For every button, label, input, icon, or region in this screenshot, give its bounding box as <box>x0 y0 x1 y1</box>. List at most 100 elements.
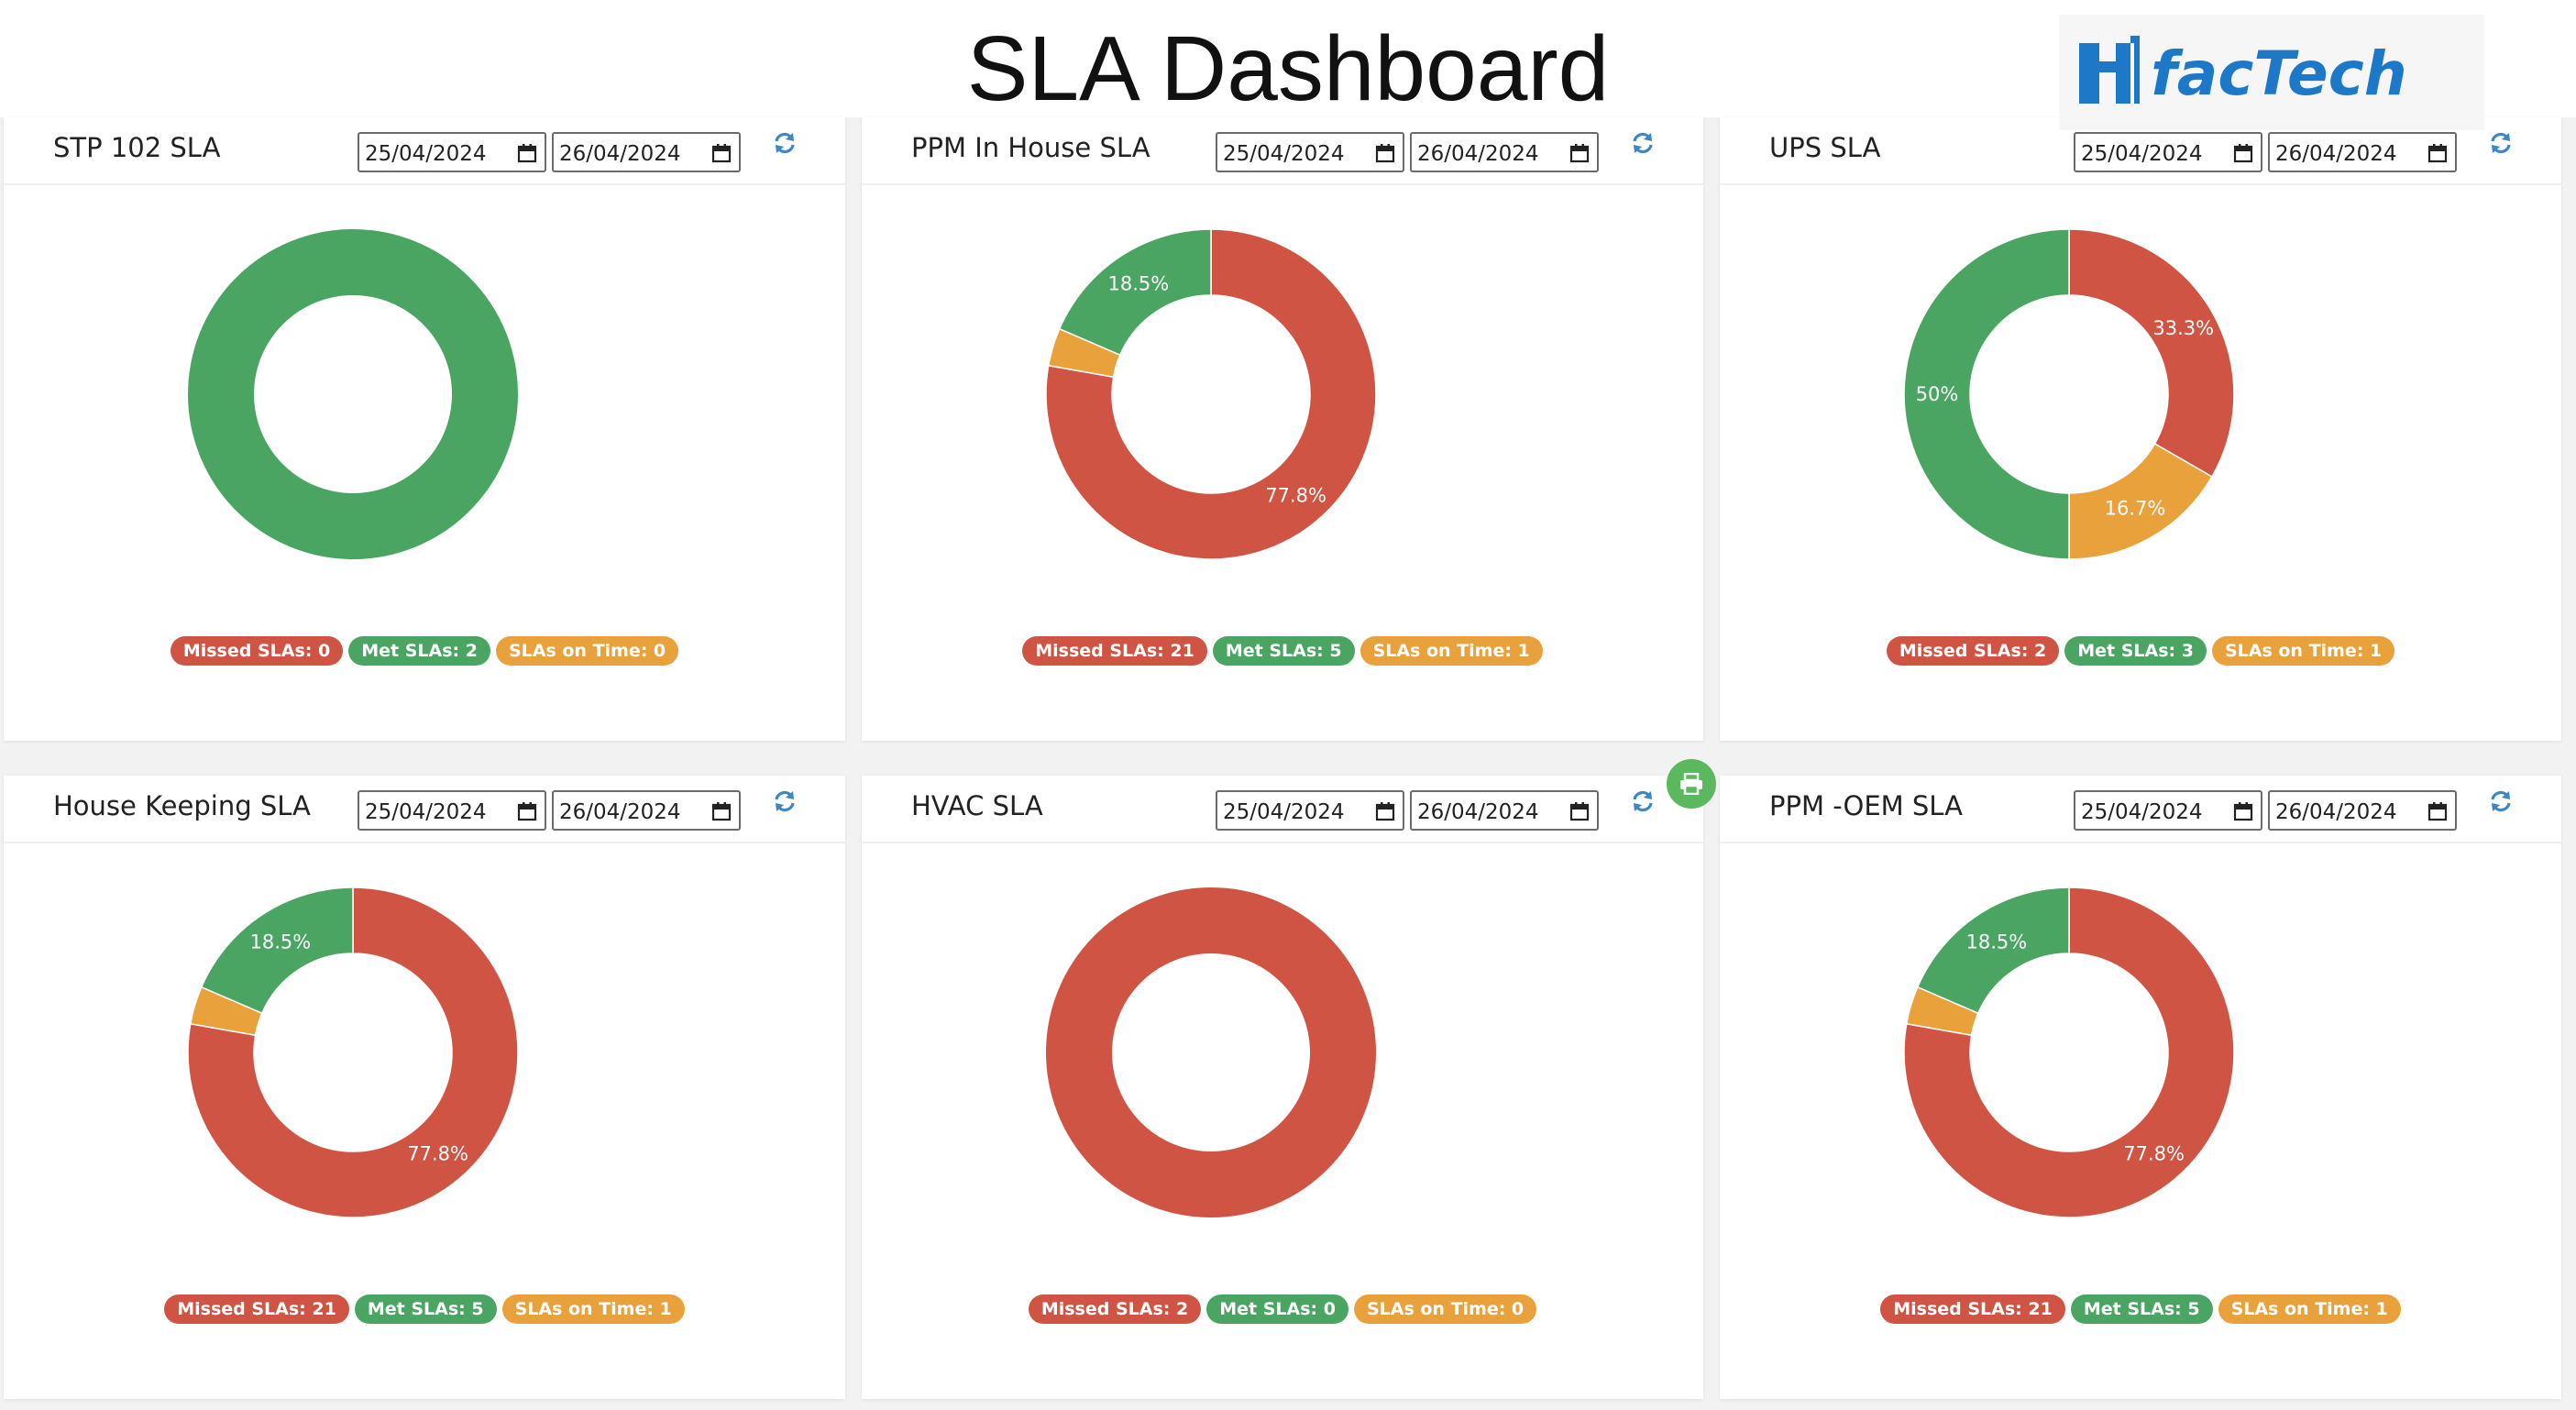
date-from-value: 25/04/2024 <box>365 142 487 166</box>
calendar-icon[interactable] <box>517 143 537 168</box>
chart-legend: Missed SLAs: 21 Met SLAs: 5 SLAs on Time: … <box>1720 1294 2561 1324</box>
date-from-value: 25/04/2024 <box>2081 142 2203 166</box>
donut-svg: 77.8% 18.5% <box>1045 228 1377 560</box>
missed-slas-badge: Missed SLAs: 2 <box>1886 636 2060 666</box>
refresh-icon[interactable] <box>2488 788 2515 816</box>
sla-panel: HVAC SLA 25/04/2024 26/04/2024 Missed SLAs:… <box>862 776 1703 1399</box>
missed-slas-badge: Missed SLAs: 2 <box>1028 1294 1202 1324</box>
missed-slice[interactable] <box>1046 887 1376 1217</box>
refresh-icon[interactable] <box>1630 788 1657 816</box>
met-slice[interactable] <box>1916 887 2070 1015</box>
date-to-value: 26/04/2024 <box>1417 142 1539 166</box>
met-slas-badge: Met SLAs: 5 <box>1212 636 1355 666</box>
date-to-value: 26/04/2024 <box>559 142 681 166</box>
panel-header: UPS SLA 25/04/2024 26/04/2024 <box>1720 117 2561 185</box>
slice-percent-label: 18.5% <box>250 931 312 953</box>
date-from-input[interactable]: 25/04/2024 <box>2074 132 2262 172</box>
donut-svg: 77.8% 18.5% <box>187 887 519 1218</box>
slice-percent-label: 33.3% <box>2152 317 2214 339</box>
donut-chart <box>186 227 520 566</box>
slice-percent-label: 50% <box>1916 383 1959 405</box>
donut-chart: 33.3% 16.7% 50% <box>1902 227 2236 566</box>
donut-chart: 77.8% 18.5% <box>186 886 520 1224</box>
missed-slice[interactable] <box>1903 887 2235 1218</box>
slas-on-time-badge: SLAs on Time: 1 <box>1360 636 1543 666</box>
donut-svg <box>1046 887 1376 1217</box>
date-to-input[interactable]: 26/04/2024 <box>552 790 741 831</box>
met-slas-badge: Met SLAs: 5 <box>2070 1294 2213 1324</box>
missed-slice[interactable] <box>1045 228 1377 560</box>
refresh-icon[interactable] <box>772 788 799 816</box>
factech-logo-mark: facTech <box>2079 36 2407 109</box>
calendar-icon[interactable] <box>2427 801 2448 826</box>
slice-percent-label: 18.5% <box>1966 931 2028 953</box>
refresh-icon[interactable] <box>772 130 799 158</box>
factech-logo: facTech <box>2059 15 2484 130</box>
calendar-icon[interactable] <box>1569 143 1590 168</box>
date-from-input[interactable]: 25/04/2024 <box>358 790 546 831</box>
panel-title: UPS SLA <box>1769 132 1881 163</box>
print-button[interactable] <box>1667 759 1716 809</box>
met-slas-badge: Met SLAs: 3 <box>2064 636 2207 666</box>
slice-percent-label: 16.7% <box>2105 498 2166 520</box>
date-to-value: 26/04/2024 <box>2275 800 2397 824</box>
missed-slas-badge: Missed SLAs: 21 <box>1880 1294 2065 1324</box>
refresh-icon[interactable] <box>2488 130 2515 158</box>
date-from-value: 25/04/2024 <box>1223 800 1345 824</box>
calendar-icon[interactable] <box>517 801 537 826</box>
date-from-input[interactable]: 25/04/2024 <box>1216 132 1404 172</box>
date-to-value: 26/04/2024 <box>1417 800 1539 824</box>
print-icon <box>1680 773 1702 795</box>
calendar-icon[interactable] <box>2233 143 2253 168</box>
calendar-icon[interactable] <box>711 801 732 826</box>
date-to-input[interactable]: 26/04/2024 <box>552 132 741 172</box>
chart-legend: Missed SLAs: 21 Met SLAs: 5 SLAs on Time: … <box>4 1294 845 1324</box>
date-to-value: 26/04/2024 <box>559 800 681 824</box>
donut-chart <box>1044 886 1378 1224</box>
calendar-icon[interactable] <box>1569 801 1590 826</box>
calendar-icon[interactable] <box>1375 143 1395 168</box>
date-to-input[interactable]: 26/04/2024 <box>2268 132 2457 172</box>
chart-legend: Missed SLAs: 2 Met SLAs: 3 SLAs on Time: 1 <box>1720 636 2561 666</box>
panel-title: PPM -OEM SLA <box>1769 790 1963 821</box>
slas-on-time-badge: SLAs on Time: 1 <box>2218 1294 2401 1324</box>
missed-slice[interactable] <box>2068 228 2235 479</box>
met-slas-badge: Met SLAs: 2 <box>348 636 490 666</box>
date-from-input[interactable]: 25/04/2024 <box>2074 790 2262 831</box>
calendar-icon[interactable] <box>2427 143 2448 168</box>
panel-title: PPM In House SLA <box>911 132 1150 163</box>
panel-header: House Keeping SLA 25/04/2024 26/04/2024 <box>4 776 845 843</box>
date-to-input[interactable]: 26/04/2024 <box>1410 790 1599 831</box>
met-slice[interactable] <box>1903 228 2070 560</box>
sla-panel: PPM -OEM SLA 25/04/2024 26/04/2024 77.8% 18.… <box>1720 776 2561 1399</box>
logo-text: facTech <box>2151 39 2407 109</box>
panel-title: STP 102 SLA <box>53 132 221 163</box>
date-to-input[interactable]: 26/04/2024 <box>1410 132 1599 172</box>
missed-slice[interactable] <box>187 887 519 1218</box>
chart-legend: Missed SLAs: 2 Met SLAs: 0 SLAs on Time: 0 <box>862 1294 1703 1324</box>
sla-panel: UPS SLA 25/04/2024 26/04/2024 33.3% 16.7% 50%… <box>1720 117 2561 741</box>
date-to-input[interactable]: 26/04/2024 <box>2268 790 2457 831</box>
date-from-input[interactable]: 25/04/2024 <box>358 132 546 172</box>
met-slice[interactable] <box>200 887 354 1015</box>
calendar-icon[interactable] <box>1375 801 1395 826</box>
donut-svg: 33.3% 16.7% 50% <box>1903 228 2235 560</box>
missed-slas-badge: Missed SLAs: 21 <box>164 1294 349 1324</box>
met-slice[interactable] <box>188 229 518 559</box>
date-from-input[interactable]: 25/04/2024 <box>1216 790 1404 831</box>
slas-on-time-badge: SLAs on Time: 1 <box>2211 636 2395 666</box>
donut-svg <box>188 229 518 559</box>
slas-on-time-badge: SLAs on Time: 0 <box>495 636 679 666</box>
donut-chart: 77.8% 18.5% <box>1044 227 1378 566</box>
slice-percent-label: 18.5% <box>1108 273 1170 295</box>
slice-percent-label: 77.8% <box>1265 484 1327 506</box>
slice-percent-label: 77.8% <box>2123 1142 2185 1164</box>
met-slice[interactable] <box>1058 228 1212 357</box>
date-to-value: 26/04/2024 <box>2275 142 2397 166</box>
chart-legend: Missed SLAs: 21 Met SLAs: 5 SLAs on Time: … <box>862 636 1703 666</box>
refresh-icon[interactable] <box>1630 130 1657 158</box>
calendar-icon[interactable] <box>2233 801 2253 826</box>
calendar-icon[interactable] <box>711 143 732 168</box>
page-title: SLA Dashboard <box>966 17 1610 120</box>
